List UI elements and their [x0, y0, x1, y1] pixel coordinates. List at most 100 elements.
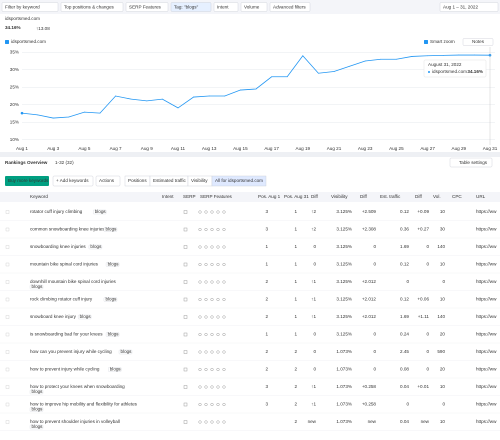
cell-traffic: 0.08: [400, 367, 409, 372]
filter-box[interactable]: [240, 2, 268, 12]
serp-icon: [222, 315, 226, 319]
row-checkbox[interactable]: [5, 245, 10, 249]
cell-traffic: 0.12: [400, 262, 409, 267]
row-checkbox[interactable]: [5, 227, 10, 232]
serp-icon: [216, 280, 220, 284]
cell-traffic-diff: 0: [426, 349, 429, 354]
tooltip-dot: [428, 71, 430, 73]
cell-pos-aug1: 3: [265, 384, 268, 389]
serp-icon: [216, 333, 220, 337]
cell-visibility-diff: 0: [373, 349, 376, 354]
serp-snapshot: [183, 210, 188, 214]
x-tick-label: Aug 21: [327, 146, 342, 151]
tag-label: blogs: [32, 424, 44, 429]
button[interactable]: [95, 175, 121, 187]
column-header: Intent: [162, 194, 174, 199]
serp-icon: [204, 368, 208, 372]
cell-pos-aug31: 1: [294, 332, 297, 337]
cell-url: https://ww: [476, 402, 497, 407]
cell-pos-aug1: 3: [265, 209, 268, 214]
cell-pos-aug31: 1: [294, 209, 297, 214]
row-checkbox[interactable]: [5, 350, 10, 354]
x-tick-label: Aug 1: [16, 146, 28, 151]
cell-pos-aug31: 2: [294, 367, 297, 372]
tab[interactable]: [211, 175, 267, 187]
cell-traffic: 0.04: [400, 384, 409, 389]
cell-pos-aug31: 2: [294, 402, 297, 407]
cell-url: https://ww: [476, 332, 497, 337]
cell-visibility-diff: +2.012: [362, 297, 377, 302]
serp-icon: [222, 298, 226, 302]
cell-volume: 10: [440, 384, 446, 389]
point: [474, 54, 475, 56]
filter-box[interactable]: [439, 2, 499, 12]
x-tick-label: Aug 31: [483, 146, 498, 151]
filter-box[interactable]: [60, 2, 124, 12]
serp-icon: [210, 298, 214, 302]
button[interactable]: [52, 175, 94, 187]
tab-label: Estimated traffic: [153, 178, 187, 183]
filter-box[interactable]: [1, 2, 59, 12]
table-settings-btn[interactable]: [449, 157, 493, 168]
cell-traffic-diff: +1.11: [418, 314, 430, 319]
filter-label: Top positions & changes: [64, 4, 115, 9]
serp-icon: [198, 245, 202, 249]
row-checkbox[interactable]: [5, 367, 10, 372]
point: [177, 107, 179, 109]
cell-url: https://ww: [476, 349, 497, 354]
cell-url: https://ww: [476, 209, 497, 214]
tooltip-value: 34.16%: [467, 69, 483, 74]
column-header: URL: [476, 194, 486, 199]
button[interactable]: [5, 176, 49, 186]
row-checkbox[interactable]: [5, 297, 10, 302]
cell-pos-aug31: 1: [294, 227, 297, 232]
filter-label: Tag: "blogs": [174, 4, 199, 9]
cell-pos-aug31: 1: [294, 262, 297, 267]
serp-icon: [222, 368, 226, 372]
tag-label: blogs: [108, 262, 120, 267]
tab-label: Visibility: [191, 178, 208, 183]
tag-remove: [98, 246, 101, 248]
x-tick-label: Aug 5: [78, 146, 90, 151]
row-checkbox[interactable]: [5, 402, 10, 407]
row-checkbox[interactable]: [5, 280, 10, 284]
filter-box[interactable]: [125, 2, 169, 12]
serp-icon: [216, 227, 220, 231]
point: [442, 55, 444, 56]
filter-box[interactable]: [269, 2, 311, 12]
serp-snapshot: [183, 332, 188, 337]
cell-traffic: 0: [406, 279, 409, 284]
filter-box[interactable]: [213, 2, 239, 12]
cell-diff: 0: [313, 332, 316, 337]
rankings-range: 1-32 (32): [55, 160, 74, 165]
column-header: Keyword: [30, 194, 48, 199]
cell-traffic-diff: 0: [426, 244, 429, 249]
row-checkbox[interactable]: [5, 420, 10, 424]
serp-icon: [204, 350, 208, 354]
cell-visibility: 3.125%: [336, 314, 352, 319]
serp-icon: [198, 350, 202, 354]
serp-icon: [198, 403, 202, 407]
tag-label: blogs: [32, 407, 44, 412]
notes-btn[interactable]: [462, 38, 494, 46]
cell-traffic: 2.45: [400, 349, 409, 354]
row-checkbox[interactable]: [5, 210, 10, 214]
legend-checkbox[interactable]: [5, 40, 9, 44]
filter-box[interactable]: [170, 2, 212, 12]
tag-remove: [39, 408, 42, 411]
point: [286, 76, 288, 78]
serp-icon: [204, 403, 208, 407]
serp-snapshot: [183, 420, 188, 424]
serp-icon: [216, 350, 220, 354]
cell-traffic-diff: new: [421, 419, 430, 424]
serp-icon: [222, 280, 226, 284]
x-tick-label: Aug 3: [47, 146, 59, 151]
row-checkbox[interactable]: [5, 315, 10, 319]
row-checkbox[interactable]: [5, 332, 10, 337]
keyword: how to prevent injury while cycling: [30, 367, 100, 372]
row-checkbox[interactable]: [5, 385, 10, 389]
tag-label: blogs: [121, 349, 133, 354]
zoom-checkbox[interactable]: [424, 40, 428, 44]
tag-label: blogs: [108, 332, 120, 337]
row-checkbox[interactable]: [5, 262, 10, 267]
